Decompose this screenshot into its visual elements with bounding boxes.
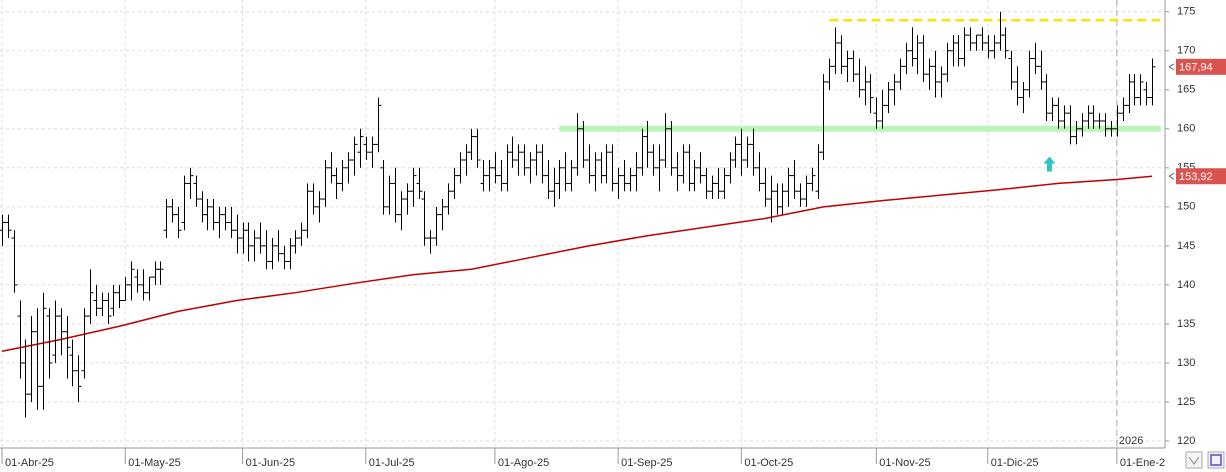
collapse-button[interactable] bbox=[1185, 451, 1203, 469]
arrow-annotation bbox=[1043, 156, 1056, 172]
save-icon bbox=[1210, 454, 1222, 466]
y-tick-label: 135 bbox=[1177, 318, 1195, 330]
y-tick-label: 170 bbox=[1177, 45, 1195, 57]
y-tick-label: 160 bbox=[1177, 123, 1195, 135]
y-tick-label: 145 bbox=[1177, 240, 1195, 252]
price-tag-label: 153,92 bbox=[1179, 171, 1213, 183]
price-tag-pointer bbox=[1168, 172, 1175, 180]
y-tick-label: 120 bbox=[1177, 435, 1195, 447]
y-tick-label: 125 bbox=[1177, 396, 1195, 408]
x-tick-label: 01-Nov-25 bbox=[879, 457, 930, 469]
y-tick-label: 175 bbox=[1177, 6, 1195, 18]
price-tag bbox=[1176, 168, 1226, 185]
y-tick-label: 140 bbox=[1177, 279, 1195, 291]
x-tick-label: 01-Dic-25 bbox=[991, 457, 1039, 469]
price-tag bbox=[1176, 58, 1226, 75]
x-tick-label: 01-Oct-25 bbox=[744, 457, 793, 469]
x-tick-label: 01-Jun-25 bbox=[246, 457, 296, 469]
price-tag-label: 167,94 bbox=[1179, 62, 1213, 74]
collapse-icon bbox=[1188, 456, 1200, 465]
y-tick-label: 165 bbox=[1177, 84, 1195, 96]
x-tick-label: 01-Sep-25 bbox=[621, 457, 672, 469]
plot-area bbox=[0, 0, 1165, 448]
x-tick-label: 01-Abr-25 bbox=[5, 457, 54, 469]
x-tick-label: 01-May-25 bbox=[128, 457, 181, 469]
x-tick-label: 01-Ene-2 bbox=[1120, 457, 1165, 469]
price-tag-pointer bbox=[1168, 63, 1175, 71]
x-tick-label: 01-Jul-25 bbox=[369, 457, 415, 469]
moving-average-line bbox=[1, 175, 1153, 352]
x-tick-label: 01-Ago-25 bbox=[498, 457, 549, 469]
y-tick-label: 130 bbox=[1177, 357, 1195, 369]
save-button[interactable] bbox=[1207, 451, 1225, 469]
year-marker-label: 2026 bbox=[1119, 435, 1143, 447]
y-tick-label: 150 bbox=[1177, 201, 1195, 213]
